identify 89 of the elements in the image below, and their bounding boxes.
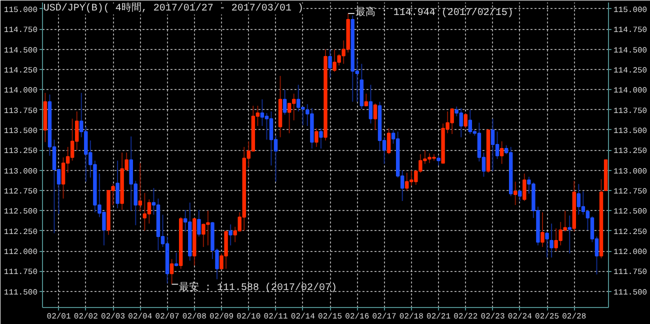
y2-tick-label: 114.750 [614, 26, 648, 36]
x-tick-label: 02/03 [101, 312, 126, 322]
y-tick-label: 112.250 [4, 228, 38, 237]
x-tick-label: 02/24 [508, 312, 532, 322]
y2-tick-label: 113.500 [614, 126, 648, 136]
y-tick-label: 113.000 [4, 167, 38, 176]
x-tick-label: 02/04 [128, 312, 152, 322]
y2-tick-label: 113.250 [614, 147, 648, 156]
candlestick [170, 258, 174, 285]
y-tick-label: 114.750 [4, 26, 38, 36]
y-tick-label: 115.000 [4, 6, 38, 15]
candlestick [464, 112, 468, 129]
x-tick-label: 02/22 [454, 312, 478, 322]
x-tick-label: 02/15 [318, 312, 342, 322]
candlestick [197, 209, 201, 237]
y-tick-label: 111.750 [4, 268, 38, 278]
x-tick-label: 02/21 [426, 312, 451, 322]
x-tick-label: 02/08 [182, 312, 207, 322]
y-tick-label: 111.500 [4, 288, 38, 298]
candlestick [468, 109, 472, 135]
chart-title: USD/JPY(B)( 4時間, 2017/01/27 - 2017/03/01 ) [43, 2, 304, 14]
annotation: 最安 : 111.588 (2017/02/07) [179, 280, 338, 294]
candlestick [147, 198, 152, 224]
candlestick [319, 128, 323, 150]
candlestick [518, 189, 522, 202]
y-tick-label: 112.000 [4, 248, 38, 258]
y2-tick-label: 114.500 [614, 46, 648, 56]
candlestick [373, 102, 378, 130]
candlestick [138, 162, 142, 212]
candlestick [260, 98, 264, 126]
y-tick-label: 114.250 [4, 66, 38, 76]
y-tick-label: 113.500 [4, 126, 38, 136]
annotation: 最高 : 114.944 (2017/02/15) [355, 6, 514, 19]
candlestick [364, 93, 368, 106]
candlestick [576, 184, 581, 216]
candlestick [495, 131, 500, 160]
x-tick-label: 02/11 [264, 312, 288, 322]
y2-tick-label: 115.000 [614, 6, 648, 15]
y2-tick-label: 111.750 [614, 268, 648, 278]
candlestick [269, 110, 274, 166]
candlestick [116, 160, 120, 209]
x-tick-label: 02/07 [155, 312, 180, 322]
candlestick [545, 231, 549, 258]
x-tick-label: 02/25 [535, 312, 560, 322]
candlestick [70, 118, 74, 162]
x-tick-label: 02/16 [345, 312, 370, 322]
x-tick-label: 02/14 [290, 312, 316, 322]
y2-tick-label: 112.250 [614, 228, 648, 237]
candlestick [142, 192, 147, 232]
y2-tick-label: 112.750 [614, 188, 648, 197]
y-tick-label: 112.500 [4, 208, 38, 217]
y2-tick-label: 111.500 [614, 288, 648, 298]
x-tick-label: 02/09 [210, 312, 234, 322]
candlestick [61, 156, 66, 200]
y2-tick-label: 114.000 [614, 86, 648, 96]
y2-tick-label: 113.000 [614, 167, 648, 176]
x-tick-label: 02/28 [562, 312, 586, 322]
candlestick [314, 128, 318, 148]
candlestick [174, 252, 178, 267]
candlestick [514, 181, 518, 206]
x-tick-label: 02/17 [372, 312, 396, 322]
y-tick-label: 113.750 [4, 106, 38, 116]
y2-tick-label: 112.500 [614, 208, 648, 217]
y2-tick-label: 114.250 [614, 66, 648, 76]
candlestick [282, 89, 287, 116]
x-tick-label: 02/01 [46, 312, 71, 322]
candlestick [490, 118, 495, 172]
candlestick [228, 224, 232, 246]
y-tick-label: 112.750 [4, 188, 38, 197]
candlestick [287, 102, 292, 134]
candlestick [328, 48, 332, 78]
x-tick-label: 02/02 [74, 312, 98, 322]
candlestick [568, 215, 572, 254]
y-tick-label: 113.250 [4, 147, 38, 156]
candlestick [386, 128, 391, 155]
candlestick [540, 212, 544, 248]
candlestick [550, 223, 554, 258]
y2-tick-label: 113.750 [614, 106, 648, 116]
y2-tick-label: 112.000 [614, 248, 648, 258]
y-tick-label: 114.500 [4, 46, 38, 56]
candlestick [436, 155, 440, 166]
candlestick [368, 84, 373, 124]
x-tick-label: 02/23 [480, 312, 505, 322]
x-tick-label: 02/18 [399, 312, 424, 322]
x-tick-label: 02/10 [236, 312, 261, 322]
candlestick [500, 140, 504, 164]
candlestick [522, 173, 526, 202]
candlestick [581, 190, 586, 216]
y-tick-label: 114.000 [4, 86, 38, 96]
